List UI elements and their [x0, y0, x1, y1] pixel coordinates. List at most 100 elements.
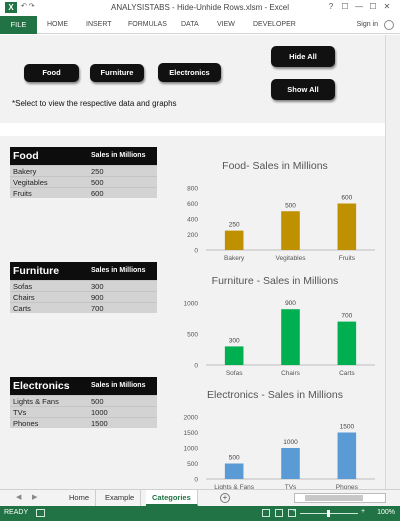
zoom-in-icon[interactable]: + — [361, 508, 366, 515]
macro-record-icon[interactable] — [36, 509, 45, 517]
tab-file[interactable]: FILE — [0, 16, 37, 34]
furniture-table: Furniture Sales in Millions Sofas 300 Cha… — [10, 262, 157, 313]
table-row[interactable]: Lights & Fans 500 — [10, 395, 157, 406]
table-column-header: Sales in Millions — [91, 267, 146, 274]
chart-title: Food- Sales in Millions — [222, 160, 328, 172]
x-tick-label: Fruits — [339, 255, 356, 262]
tab-formulas[interactable]: FORMULAS — [128, 21, 167, 28]
table-row[interactable]: TVs 1000 — [10, 406, 157, 417]
maximize-icon[interactable]: ☐ — [369, 2, 377, 11]
data-label: 700 — [341, 313, 352, 320]
bar — [337, 203, 357, 250]
excel-logo-icon: X — [5, 2, 17, 13]
food-button[interactable]: Food — [24, 64, 79, 82]
data-label: 900 — [285, 300, 296, 307]
bar — [224, 346, 244, 365]
add-sheet-icon[interactable]: + — [220, 493, 230, 503]
sheet-tab-categories[interactable]: Categories — [146, 490, 198, 506]
data-label: 300 — [229, 337, 240, 344]
y-tick-label: 200 — [187, 232, 198, 239]
hide-all-button[interactable]: Hide All — [271, 46, 335, 67]
table-row[interactable]: Bakery 250 — [10, 165, 157, 176]
electronics-table: Electronics Sales in Millions Lights & F… — [10, 377, 157, 428]
x-tick-label: Vegitables — [276, 255, 307, 262]
furniture-button[interactable]: Furniture — [90, 64, 144, 82]
y-tick-label: 1000 — [184, 446, 199, 453]
scroll-thumb[interactable] — [305, 495, 363, 501]
tab-view[interactable]: VIEW — [217, 21, 235, 28]
window-controls: ? ☐ — ☐ ✕ — [324, 2, 394, 11]
table-header: Furniture Sales in Millions — [10, 262, 157, 280]
sheet-tab-example[interactable]: Example — [99, 490, 142, 506]
table-category: Food — [13, 150, 39, 162]
data-label: 500 — [229, 455, 240, 462]
tab-home[interactable]: HOME — [47, 21, 68, 28]
table-header: Electronics Sales in Millions — [10, 377, 157, 395]
window-title: ANALYSISTABS - Hide-Unhide Rows.xlsm - E… — [111, 3, 289, 12]
show-all-button[interactable]: Show All — [271, 79, 335, 100]
x-tick-label: Chairs — [281, 370, 301, 377]
data-label: 1500 — [340, 424, 355, 431]
bar — [224, 230, 244, 250]
normal-view-icon — [262, 509, 270, 517]
table-category: Electronics — [13, 380, 70, 392]
electronics-button[interactable]: Electronics — [158, 63, 221, 82]
table-column-header: Sales in Millions — [91, 382, 146, 389]
title-bar: X ↶ ↷ ANALYSISTABS - Hide-Unhide Rows.xl… — [0, 0, 400, 16]
tab-developer[interactable]: DEVELOPER — [253, 21, 296, 28]
table-category: Furniture — [13, 265, 60, 277]
y-tick-label: 800 — [187, 186, 198, 193]
vertical-scrollbar[interactable] — [385, 35, 400, 489]
food-table: Food Sales in Millions Bakery 250 Vegitab… — [10, 147, 157, 198]
table-row[interactable]: Chairs 900 — [10, 291, 157, 302]
close-icon[interactable]: ✕ — [383, 2, 391, 11]
sheet-tabs-bar: ◀ ▶ Home Example Categories + — [0, 489, 400, 506]
electronics-chart[interactable]: Electronics - Sales in Millions 0 500 1000… — [170, 389, 380, 491]
furniture-chart[interactable]: Furniture - Sales in Millions 0 500 1000 30… — [170, 275, 380, 377]
zoom-level[interactable]: 100% — [377, 509, 395, 516]
chart-plot: 0 200 400 600 800 250 Bakery 500 Vegitables 600 Fr… — [187, 186, 375, 262]
y-tick-label: 2000 — [184, 415, 199, 422]
table-row[interactable]: Phones 1500 — [10, 417, 157, 428]
sheet-tab-home[interactable]: Home — [63, 490, 97, 506]
x-tick-label: Lights & Fans — [214, 484, 254, 491]
zoom-slider-thumb[interactable] — [327, 510, 330, 517]
zoom-out-icon[interactable]: - — [293, 508, 296, 515]
table-row[interactable]: Carts 700 — [10, 302, 157, 313]
tab-insert[interactable]: INSERT — [86, 21, 112, 28]
y-tick-label: 0 — [194, 363, 198, 370]
table-row[interactable]: Vegitables 500 — [10, 176, 157, 187]
chart-title: Furniture - Sales in Millions — [211, 275, 339, 287]
bar — [281, 211, 300, 250]
y-tick-label: 0 — [194, 477, 198, 484]
x-tick-label: TVs — [285, 484, 297, 491]
chart-plot: 0 500 1000 1500 2000 500 Lights & Fans 1000 TVs 1… — [184, 415, 375, 491]
table-header: Food Sales in Millions — [10, 147, 157, 165]
data-label: 500 — [285, 202, 296, 209]
ribbon-tabs: FILE HOME INSERT FORMULAS DATA VIEW DEVE… — [0, 16, 400, 34]
worksheet[interactable]: Food Furniture Electronics Hide All Show… — [0, 35, 400, 491]
y-tick-label: 1500 — [184, 430, 199, 437]
user-icon[interactable] — [384, 20, 394, 30]
page-layout-icon — [275, 509, 283, 517]
next-sheet-icon[interactable]: ▶ — [32, 494, 38, 501]
bar — [224, 463, 244, 479]
minimize-icon[interactable]: — — [355, 2, 363, 11]
tab-data[interactable]: DATA — [181, 21, 199, 28]
food-chart[interactable]: Food- Sales in Millions 0 200 400 600 800 250… — [170, 160, 380, 262]
y-tick-label: 500 — [187, 332, 198, 339]
y-tick-label: 1000 — [184, 301, 199, 308]
horizontal-scrollbar[interactable] — [294, 493, 386, 503]
view-buttons[interactable] — [262, 509, 301, 519]
bar — [337, 321, 357, 365]
sign-in-link[interactable]: Sign in — [356, 21, 378, 28]
instruction-note: *Select to view the respective data and … — [12, 99, 177, 108]
table-row[interactable]: Fruits 600 — [10, 187, 157, 198]
table-row[interactable]: Sofas 300 — [10, 280, 157, 291]
data-label: 1000 — [283, 439, 298, 446]
quick-access-toolbar[interactable]: ↶ ↷ — [21, 3, 35, 10]
chart-title: Electronics - Sales in Millions — [207, 389, 343, 401]
help-icon[interactable]: ? — [328, 2, 334, 11]
ribbon-display-icon[interactable]: ☐ — [341, 2, 349, 11]
prev-sheet-icon[interactable]: ◀ — [16, 494, 22, 501]
